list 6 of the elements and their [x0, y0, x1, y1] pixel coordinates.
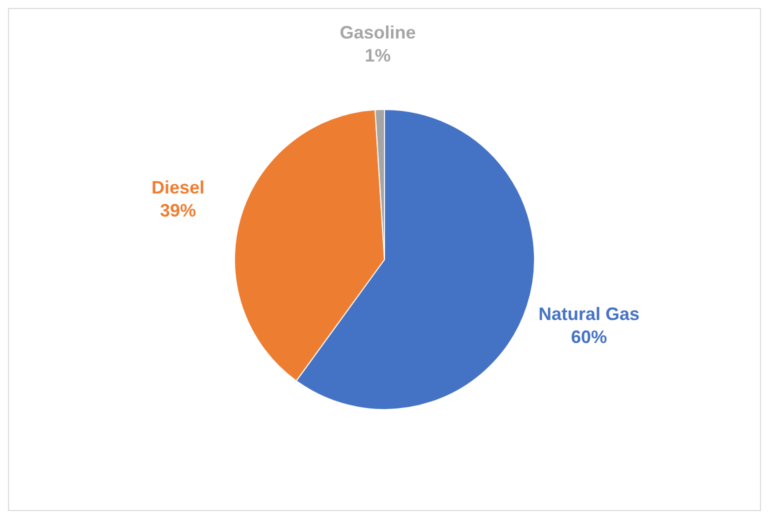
data-label: 1%	[364, 46, 391, 66]
slice-label: Gasoline	[340, 22, 416, 43]
slice-label: Natural Gas	[538, 304, 640, 324]
data-label: 60%	[570, 326, 607, 347]
data-label: 39%	[160, 200, 196, 221]
slice-label: Diesel	[152, 178, 205, 198]
